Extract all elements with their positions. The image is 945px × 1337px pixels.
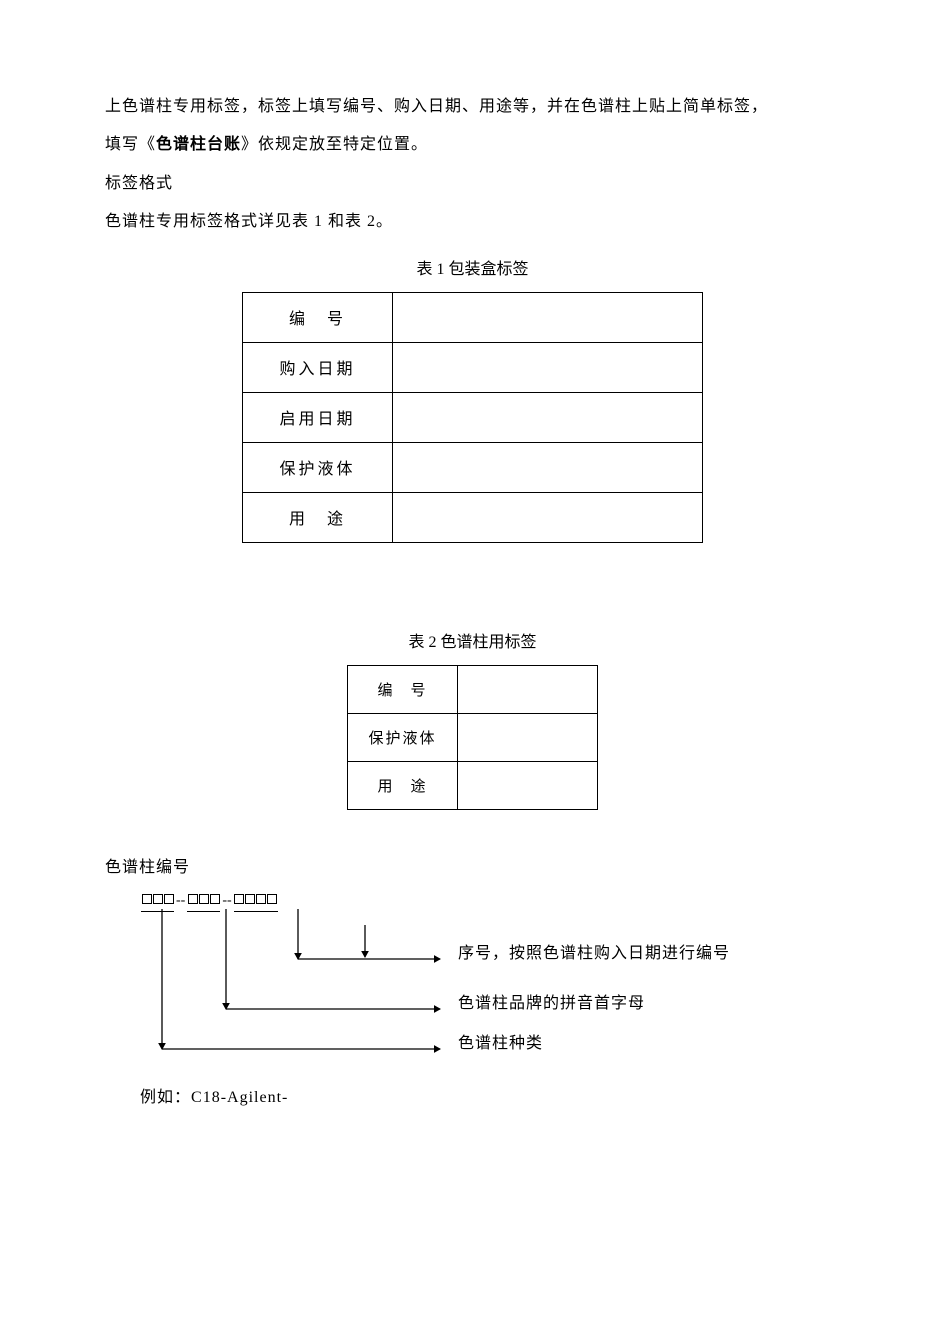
para1b-pre: 填写《	[105, 136, 156, 153]
table2-r1-label: 保护液体	[348, 713, 458, 761]
table1-r4-label: 用途	[243, 492, 393, 542]
table-row: 编号	[243, 292, 703, 342]
table-row: 用途	[348, 761, 598, 809]
example-prefix: 例如：	[140, 1089, 191, 1106]
table1-r2-label: 启用日期	[243, 392, 393, 442]
table2-r0-value	[458, 665, 598, 713]
table2: 编号 保护液体 用途	[347, 665, 598, 810]
table1-r1-label: 购入日期	[243, 342, 393, 392]
numbering-label-0: 序号，按照色谱柱购入日期进行编号	[458, 939, 730, 963]
numbering-label-2: 色谱柱种类	[458, 1029, 543, 1053]
paragraph-line-2: 填写《色谱柱台账》依规定放至特定位置。	[105, 126, 840, 164]
table1: 编号 购入日期 启用日期 保护液体 用途	[242, 292, 703, 543]
paragraph-line-1: 上色谱柱专用标签，标签上填写编号、购入日期、用途等，并在色谱柱上贴上简单标签，	[105, 88, 840, 126]
numbering-heading: 色谱柱编号	[105, 850, 840, 885]
table2-r2-value	[458, 761, 598, 809]
table1-r3-value	[393, 442, 703, 492]
para1b-post: 》依规定放至特定位置。	[241, 136, 428, 153]
example-code: C18-Agilent-	[191, 1089, 288, 1106]
table-row: 保护液体	[348, 713, 598, 761]
numbering-diagram: ---- 序号，按照色谱柱购入日期进行编号 色谱柱品牌的拼音首字母 色谱柱种类	[140, 887, 800, 1087]
paragraph-line-4: 色谱柱专用标签格式详见表 1 和表 2。	[105, 203, 840, 241]
table1-r1-value	[393, 342, 703, 392]
table2-title: 表 2 色谱柱用标签	[105, 627, 840, 659]
table-row: 购入日期	[243, 342, 703, 392]
table-row: 启用日期	[243, 392, 703, 442]
para1b-bold: 色谱柱台账	[156, 136, 241, 153]
table1-r3-label: 保护液体	[243, 442, 393, 492]
numbering-label-1: 色谱柱品牌的拼音首字母	[458, 989, 645, 1013]
table-row: 用途	[243, 492, 703, 542]
table1-r0-label: 编号	[243, 292, 393, 342]
table2-r2-label: 用途	[348, 761, 458, 809]
paragraph-line-3: 标签格式	[105, 165, 840, 203]
table-row: 保护液体	[243, 442, 703, 492]
table1-r0-value	[393, 292, 703, 342]
table1-title: 表 1 包装盒标签	[105, 254, 840, 286]
table1-r2-value	[393, 392, 703, 442]
numbering-arrows	[140, 887, 800, 1087]
table2-r0-label: 编号	[348, 665, 458, 713]
table2-r1-value	[458, 713, 598, 761]
table-row: 编号	[348, 665, 598, 713]
table1-r4-value	[393, 492, 703, 542]
